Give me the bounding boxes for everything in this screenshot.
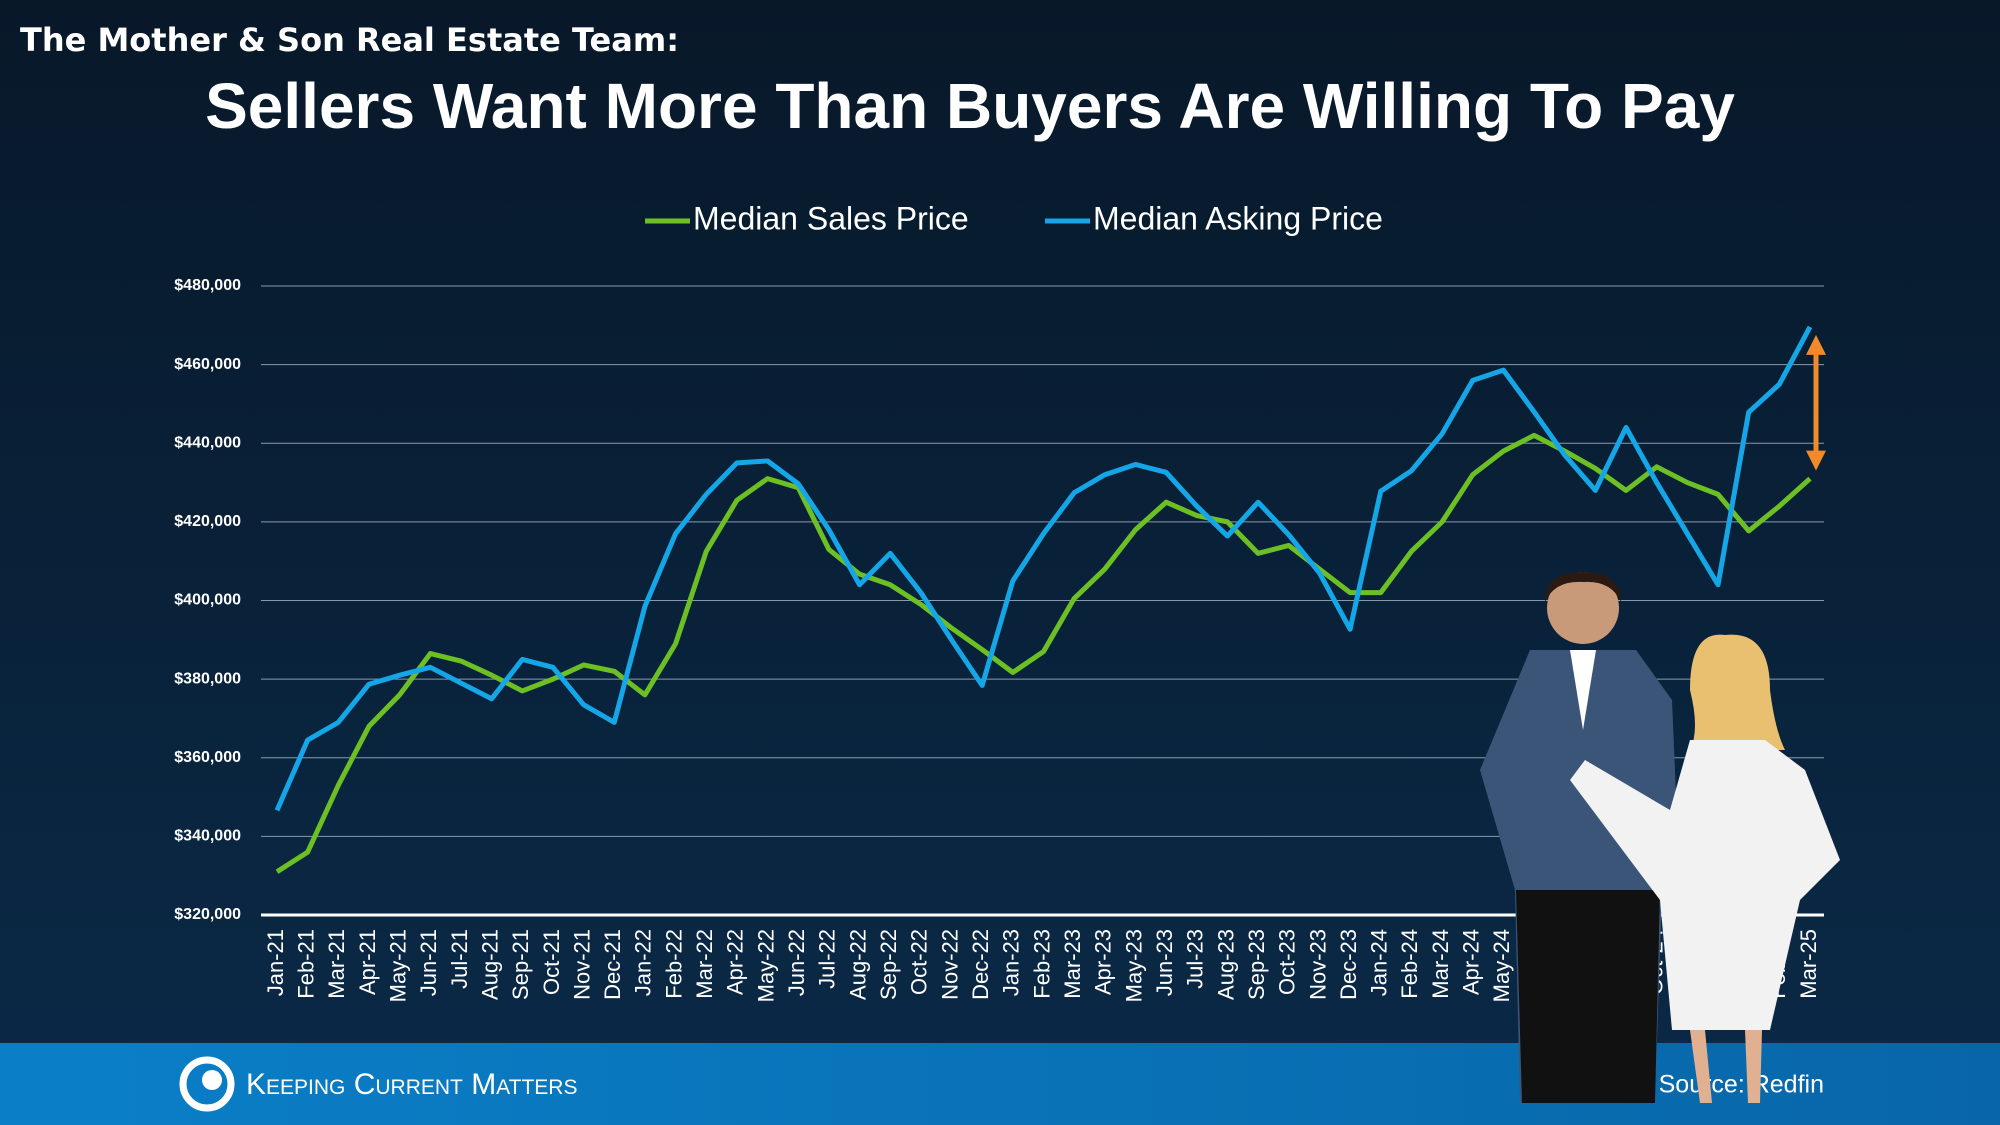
x-tick-label: May-22 (753, 929, 778, 1002)
series-line (275, 432, 1812, 874)
x-tick-label: Jun-23 (1152, 929, 1177, 996)
x-tick-label: Apr-24 (1459, 929, 1484, 995)
x-tick-label: Dec-22 (968, 929, 993, 1000)
x-tick-label: May-21 (385, 929, 410, 1002)
person-legs (1690, 1030, 1762, 1103)
y-tick-label: $480,000 (174, 277, 241, 294)
x-tick-label: Jan-22 (631, 929, 656, 996)
legend-label: Median Asking Price (1093, 200, 1383, 236)
x-tick-label: Apr-23 (1091, 929, 1116, 995)
x-tick-label: Sep-23 (1244, 929, 1269, 1000)
person-trousers (1516, 890, 1660, 1103)
x-tick-label: Aug-22 (845, 929, 870, 1000)
x-tick-label: Mar-22 (692, 929, 717, 999)
brand: The Mother & Son Real Estate Team: (20, 21, 679, 59)
x-tick-label: May-24 (1489, 929, 1514, 1002)
x-tick-label: Jun-22 (784, 929, 809, 996)
x-tick-label: Aug-23 (1213, 929, 1238, 1000)
y-tick-label: $320,000 (174, 906, 241, 923)
x-tick-label: Mar-24 (1428, 929, 1453, 999)
footer (0, 1043, 2000, 1125)
gap-arrow-head (1806, 334, 1826, 355)
x-tick-label: Feb-24 (1397, 929, 1422, 999)
x-tick-label: Apr-22 (723, 929, 748, 995)
logo-icon-inner (202, 1070, 222, 1090)
y-tick-label: $360,000 (174, 749, 241, 766)
series-line (274, 325, 1813, 812)
logo-icon (179, 1056, 235, 1112)
x-tick-label: Nov-21 (569, 929, 594, 1000)
x-tick-label: Jul-22 (815, 929, 840, 989)
x-tick-label: Oct-22 (907, 929, 932, 995)
x-tick-label: Dec-21 (600, 929, 625, 1000)
x-tick-label: Feb-22 (661, 929, 686, 999)
y-tick-label: $440,000 (174, 434, 241, 451)
x-tick-label: Mar-25 (1796, 929, 1821, 999)
plot: $320,000 $340,000 $360,000 $380,000 $400,000… (174, 277, 1826, 1002)
x-tick-label: Mar-21 (324, 929, 349, 999)
x-tick-label: Feb-21 (293, 929, 318, 999)
x-tick-label: Jan-24 (1367, 929, 1392, 996)
gap-arrow-head (1806, 450, 1826, 471)
x-tick-label: Nov-23 (1305, 929, 1330, 1000)
x-tick-label: Feb-23 (1029, 929, 1054, 999)
x-tick-label: Sep-21 (508, 929, 533, 1000)
footer-logo: Keeping Current Matters (246, 1068, 577, 1101)
x-tick-label: Jun-21 (416, 929, 441, 996)
person-dress (1570, 740, 1840, 1030)
photo (1480, 572, 1840, 1103)
y-tick-label: $380,000 (174, 670, 241, 687)
legend-label: Median Sales Price (693, 200, 969, 236)
y-tick-label: $420,000 (174, 513, 241, 530)
y-tick-label: $460,000 (174, 356, 241, 373)
x-tick-label: Apr-21 (355, 929, 380, 995)
person-hair (1690, 634, 1785, 750)
source: Source: Redfin (1659, 1071, 1824, 1099)
x-tick-label: Nov-22 (937, 929, 962, 1000)
person-head (1547, 572, 1619, 644)
x-tick-label: May-23 (1121, 929, 1146, 1002)
y-tick-label: $400,000 (174, 592, 241, 609)
chart-title: Sellers Want More Than Buyers Are Willin… (205, 70, 1735, 142)
x-tick-label: Aug-21 (477, 929, 502, 1000)
person-shirt (1570, 650, 1596, 730)
x-tick-label: Jan-23 (999, 929, 1024, 996)
y-tick-label: $340,000 (174, 828, 241, 845)
x-tick-label: Jan-21 (263, 929, 288, 996)
x-tick-label: Sep-22 (876, 929, 901, 1000)
x-tick-label: Jul-23 (1183, 929, 1208, 989)
x-tick-label: Jul-21 (447, 929, 472, 989)
x-tick-label: Mar-23 (1060, 929, 1085, 999)
x-tick-label: Oct-21 (539, 929, 564, 995)
x-tick-label: Dec-23 (1336, 929, 1361, 1000)
x-tick-label: Oct-23 (1275, 929, 1300, 995)
person-hair (1545, 572, 1621, 602)
